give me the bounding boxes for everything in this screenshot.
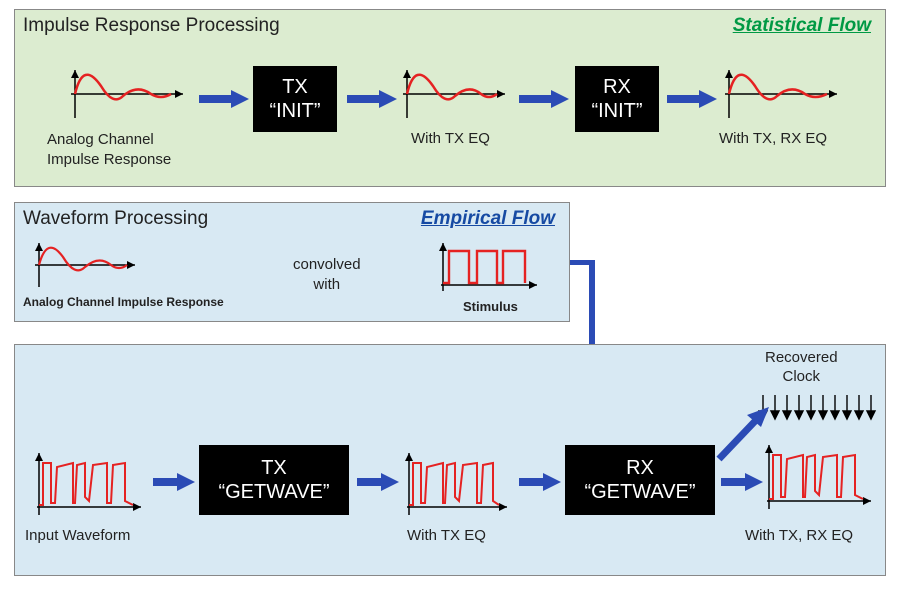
top-title: Impulse Response Processing: [23, 15, 280, 37]
mid-title: Waveform Processing: [23, 208, 208, 230]
with-tx-eq-label: With TX EQ: [411, 130, 490, 147]
analog-label: Analog Channel Impulse Response: [47, 130, 171, 169]
arrow-icon: [719, 471, 763, 493]
empirical-flow-tag: Empirical Flow: [421, 208, 555, 230]
waveform-process-panel: Recovered Clock Input Waveform TX: [14, 344, 886, 576]
with-tx-rx-eq-label-top: With TX, RX EQ: [719, 130, 827, 147]
input-waveform-icon: [29, 449, 149, 519]
impulse-icon-1: [61, 66, 191, 124]
arrow-icon: [151, 471, 195, 493]
impulse-icon-3: [715, 66, 845, 124]
with-tx-eq-label-bot: With TX EQ: [407, 527, 486, 544]
arrow-icon: [665, 88, 717, 110]
rx-getwave-box: RX “GETWAVE”: [565, 445, 715, 515]
rx-init-box: RX “INIT”: [575, 66, 659, 132]
output-waveform-icon: [759, 441, 879, 515]
mid-waveform-icon: [399, 449, 515, 519]
impulse-icon-2: [393, 66, 513, 124]
statistical-flow-tag: Statistical Flow: [733, 15, 871, 37]
tx-getwave-box: TX “GETWAVE”: [199, 445, 349, 515]
tx-init-box: TX “INIT”: [253, 66, 337, 132]
clock-ticks-icon: [757, 393, 877, 423]
statistical-flow-panel: Impulse Response Processing Statistical …: [14, 9, 886, 187]
arrow-icon: [197, 88, 249, 110]
input-waveform-label: Input Waveform: [25, 527, 130, 544]
arrow-icon: [517, 471, 561, 493]
recovered-clock-label: Recovered Clock: [765, 349, 838, 387]
arrow-icon: [355, 471, 399, 493]
arrow-icon: [345, 88, 397, 110]
with-tx-rx-eq-label-bot: With TX, RX EQ: [745, 527, 853, 544]
arrow-icon: [517, 88, 569, 110]
